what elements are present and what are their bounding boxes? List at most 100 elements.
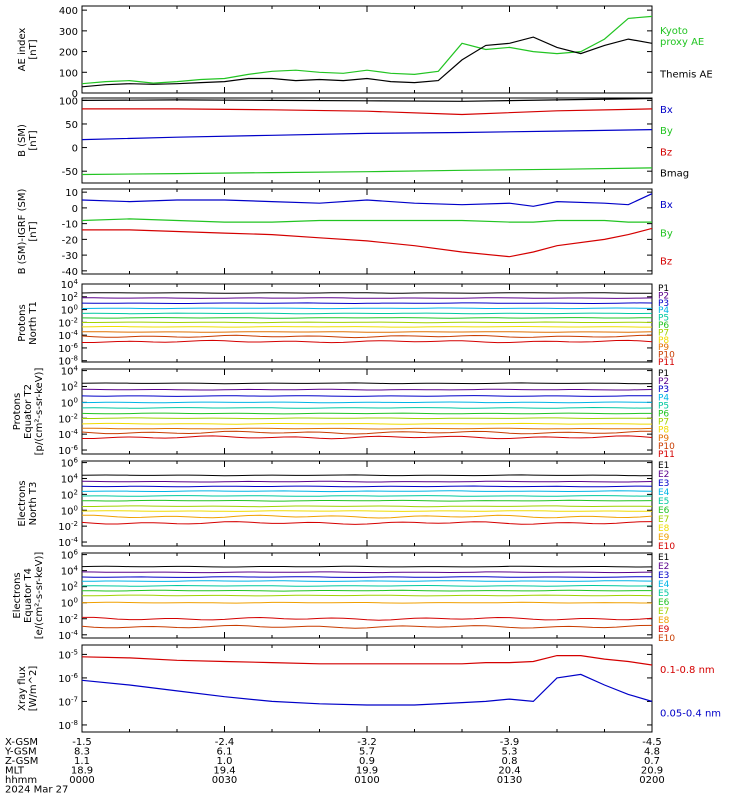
channel-line-p6: [82, 412, 652, 415]
legend-entry: P5: [658, 401, 669, 411]
channel-line-e8: [82, 510, 652, 512]
y-axis-label: Xray flux[W/m^2]: [17, 666, 39, 712]
series-line-bz: [82, 227, 652, 258]
legend-entry: P10: [658, 442, 675, 452]
channel-line-e10: [82, 521, 652, 525]
legend-entry: P2: [658, 291, 669, 301]
y-tick-label: 0: [72, 204, 78, 215]
panel-frame: [81, 644, 653, 733]
series-line-0-05-0-4-nm: [82, 673, 652, 706]
channel-line-e2: [82, 571, 652, 574]
y-tick-label: 102: [61, 581, 78, 594]
channel-line-p2: [82, 388, 652, 391]
series-line-bz: [82, 108, 652, 116]
channel-line-p6: [82, 317, 652, 319]
channel-line-p5: [82, 312, 652, 315]
legend-entry: E6: [658, 506, 670, 516]
legend-entry: By: [660, 126, 673, 137]
y-tick-label: 400: [59, 6, 78, 17]
legend-entry: Bz: [660, 147, 672, 158]
y-tick-label: 10-8: [58, 355, 78, 368]
legend-entry: P6: [658, 410, 669, 420]
series-line-by: [82, 218, 652, 223]
axis-cell-value: -3.2: [357, 737, 377, 748]
date-label: 2024 Mar 27: [5, 785, 68, 796]
y-tick-label: 0: [72, 89, 78, 100]
y-tick-label: 104: [61, 365, 79, 378]
axis-cell-value: 18.9: [71, 766, 93, 777]
y-axis-label: ElectronsNorth T3: [17, 480, 39, 526]
channel-line-p8: [82, 422, 652, 425]
channel-line-e8: [82, 601, 652, 604]
plot-area: [82, 382, 652, 440]
series-line-kyoto-proxy-ae: [82, 15, 652, 85]
axis-row-label: X-GSM: [5, 737, 38, 748]
channel-line-p11: [82, 339, 652, 344]
channel-line-e4: [82, 490, 652, 493]
y-tick-label: 104: [61, 565, 79, 578]
legend-entry: P4: [658, 306, 669, 316]
panel-frame: [81, 368, 653, 455]
panel-xray: 10-8 10-7 10-6 10-5 Xray flux[W/m^2] 0.1-0.8 …: [17, 644, 721, 733]
legend-entry: Themis AE: [659, 70, 713, 81]
legend-entry: E1: [658, 461, 669, 471]
legend-entry: E10: [658, 542, 675, 552]
channel-line-e9: [82, 514, 652, 519]
legend-entry: E10: [658, 634, 675, 644]
legend-entry: E5: [658, 589, 669, 599]
axis-cell-value: 0130: [497, 775, 522, 786]
channel-line-e3: [82, 485, 652, 488]
legend-entry: E6: [658, 598, 670, 608]
channel-line-e1: [82, 474, 652, 477]
legend-entry: P1: [658, 369, 669, 379]
channel-line-p10: [82, 430, 652, 435]
axis-cell-value: 1.1: [74, 756, 90, 767]
axis-cell-value: 20.4: [498, 766, 520, 777]
axis-cell-value: -2.4: [215, 737, 235, 748]
legend-entry: P8: [658, 336, 669, 346]
y-tick-label: 10-8: [58, 719, 78, 732]
legend-entry: E2: [658, 562, 669, 572]
channel-line-p2: [82, 297, 652, 299]
channel-line-p9: [82, 331, 652, 333]
axis-cell-value: 0100: [354, 775, 379, 786]
plot-area: [82, 292, 652, 344]
channel-line-p10: [82, 334, 652, 339]
y-tick-label: -10: [62, 220, 78, 231]
panel-ee: 10-4 10-2 100 102 104 106 ElectronsEquator T4[…: [12, 549, 675, 644]
channel-line-e5: [82, 495, 652, 497]
channel-line-p5: [82, 406, 652, 409]
legend-entry: 0.05-0.4 nm: [660, 709, 721, 720]
legend-entry: P11: [658, 450, 675, 460]
panel-ae: 0 100 200 300 400 AE index[nT] Kyoto proxy AE Th…: [17, 5, 713, 100]
series-line-by: [82, 167, 652, 176]
legend-entry: E4: [658, 580, 670, 590]
legend-entry: E7: [658, 607, 669, 617]
y-axis-label: AE index[nT]: [17, 28, 39, 72]
y-tick-label: 10-4: [58, 428, 78, 441]
y-tick-label: 10: [65, 188, 78, 199]
channel-line-p7: [82, 321, 652, 324]
plot-area: [82, 193, 652, 258]
axis-cell-value: 0030: [212, 775, 237, 786]
legend-entry: E3: [658, 571, 669, 581]
legend-entry: P3: [658, 299, 669, 309]
channel-line-p1: [82, 382, 652, 385]
legend-entry: P4: [658, 393, 669, 403]
channel-line-p3: [82, 302, 652, 305]
channel-line-e9: [82, 616, 652, 621]
series-line-bx: [82, 193, 652, 207]
legend-entry: E9: [658, 533, 670, 543]
axis-cell-value: -4.5: [642, 737, 662, 748]
channel-line-e7: [82, 505, 652, 508]
legend-entry: E4: [658, 488, 670, 498]
legend-entry: 0.1-0.8 nm: [660, 665, 715, 676]
plot-area: [82, 654, 652, 706]
axis-cell-value: 5.3: [502, 747, 518, 758]
legend-entry: P11: [658, 358, 675, 368]
axis-row-label: MLT: [5, 766, 25, 777]
y-tick-label: 10-6: [58, 342, 78, 355]
